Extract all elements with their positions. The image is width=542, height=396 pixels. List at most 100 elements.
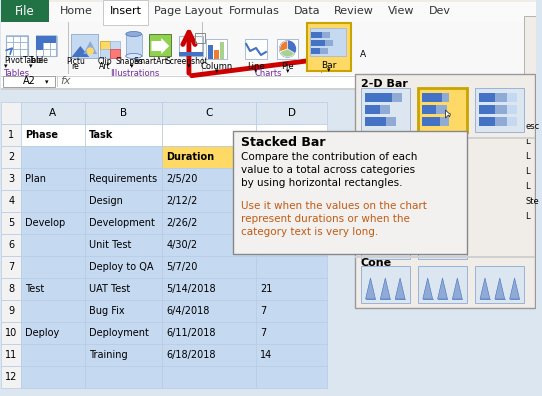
Polygon shape bbox=[72, 46, 89, 57]
Text: 7: 7 bbox=[260, 328, 266, 338]
Text: ▾: ▾ bbox=[327, 67, 331, 73]
Bar bbox=[21, 190, 85, 212]
Bar bbox=[214, 50, 218, 59]
Text: Column: Column bbox=[201, 61, 233, 70]
Text: D: D bbox=[288, 108, 295, 118]
Bar bbox=[150, 34, 171, 56]
Ellipse shape bbox=[126, 53, 141, 59]
Bar bbox=[2, 0, 536, 22]
Bar bbox=[206, 39, 228, 59]
Text: ▾: ▾ bbox=[254, 68, 258, 74]
Bar bbox=[162, 344, 256, 366]
Text: B: B bbox=[120, 108, 127, 118]
Text: Design: Design bbox=[89, 196, 123, 206]
Bar bbox=[100, 49, 110, 58]
Bar bbox=[385, 183, 391, 191]
Ellipse shape bbox=[423, 227, 442, 234]
Polygon shape bbox=[446, 110, 450, 118]
Bar bbox=[20, 36, 27, 56]
Text: re: re bbox=[72, 61, 79, 70]
Text: L: L bbox=[525, 152, 530, 160]
Text: 5/7/20: 5/7/20 bbox=[166, 262, 198, 272]
Bar bbox=[2, 234, 21, 256]
Text: 4/30/2: 4/30/2 bbox=[166, 240, 197, 250]
Bar bbox=[423, 244, 442, 252]
Ellipse shape bbox=[423, 227, 442, 234]
Text: 7: 7 bbox=[260, 306, 266, 316]
Text: Test: Test bbox=[25, 284, 44, 294]
Bar bbox=[2, 76, 536, 78]
Bar bbox=[110, 41, 120, 50]
Ellipse shape bbox=[365, 227, 385, 234]
Text: Cone: Cone bbox=[360, 258, 392, 268]
Bar bbox=[220, 42, 224, 59]
Polygon shape bbox=[495, 278, 505, 299]
Bar bbox=[479, 105, 495, 114]
Bar bbox=[442, 183, 448, 191]
Text: Page Layout: Page Layout bbox=[153, 6, 222, 16]
Text: 10: 10 bbox=[5, 328, 17, 338]
Bar bbox=[440, 194, 446, 202]
Text: 5/14/2018: 5/14/2018 bbox=[166, 284, 216, 294]
Bar bbox=[43, 36, 50, 56]
Bar bbox=[21, 146, 85, 168]
Bar bbox=[357, 28, 369, 71]
Bar bbox=[2, 88, 536, 90]
Text: category text is very long.: category text is very long. bbox=[241, 227, 378, 237]
Bar bbox=[311, 48, 320, 54]
Bar bbox=[162, 300, 256, 322]
Text: Art: Art bbox=[99, 61, 111, 70]
Text: Stacked Bar: Stacked Bar bbox=[241, 135, 326, 148]
Bar bbox=[2, 190, 21, 212]
Bar bbox=[256, 212, 327, 234]
Bar bbox=[162, 256, 256, 278]
Text: L: L bbox=[525, 181, 530, 190]
Bar bbox=[202, 22, 203, 74]
Text: 7: 7 bbox=[8, 262, 15, 272]
Bar bbox=[382, 194, 388, 202]
Bar bbox=[256, 146, 327, 168]
Bar bbox=[195, 33, 205, 43]
Bar bbox=[422, 105, 436, 114]
Text: UAT Test: UAT Test bbox=[89, 284, 131, 294]
Bar bbox=[436, 105, 448, 114]
Bar bbox=[365, 191, 382, 199]
Text: L: L bbox=[525, 211, 530, 221]
Text: File: File bbox=[15, 4, 35, 17]
Polygon shape bbox=[365, 278, 376, 299]
Bar bbox=[2, 256, 21, 278]
Text: 2: 2 bbox=[8, 152, 15, 162]
Bar bbox=[36, 43, 43, 50]
Text: A2: A2 bbox=[23, 76, 36, 86]
Bar bbox=[479, 117, 495, 126]
Text: Bar: Bar bbox=[315, 61, 330, 70]
Text: Review: Review bbox=[334, 6, 373, 16]
Bar bbox=[179, 36, 203, 56]
Bar bbox=[360, 164, 410, 204]
Bar bbox=[422, 93, 442, 102]
Text: 4: 4 bbox=[8, 196, 15, 206]
Text: Charts: Charts bbox=[254, 69, 282, 78]
Bar bbox=[21, 256, 85, 278]
Bar bbox=[475, 266, 525, 303]
Bar bbox=[85, 322, 162, 344]
Bar bbox=[422, 191, 440, 199]
Bar bbox=[365, 180, 385, 188]
Bar bbox=[2, 22, 536, 76]
Bar bbox=[21, 168, 85, 190]
Text: Home: Home bbox=[60, 6, 93, 16]
Bar bbox=[354, 137, 535, 139]
Bar bbox=[162, 124, 256, 146]
Text: Formulas: Formulas bbox=[229, 6, 280, 16]
Polygon shape bbox=[480, 278, 490, 299]
Bar bbox=[507, 93, 517, 102]
Bar bbox=[162, 322, 256, 344]
Bar bbox=[256, 300, 327, 322]
Bar bbox=[360, 266, 410, 303]
Bar bbox=[256, 102, 327, 124]
Text: 6/18/2018: 6/18/2018 bbox=[166, 350, 216, 360]
Bar bbox=[388, 172, 394, 180]
Text: Clip: Clip bbox=[98, 57, 112, 65]
Text: Shapes: Shapes bbox=[116, 57, 144, 65]
Bar bbox=[2, 146, 21, 168]
